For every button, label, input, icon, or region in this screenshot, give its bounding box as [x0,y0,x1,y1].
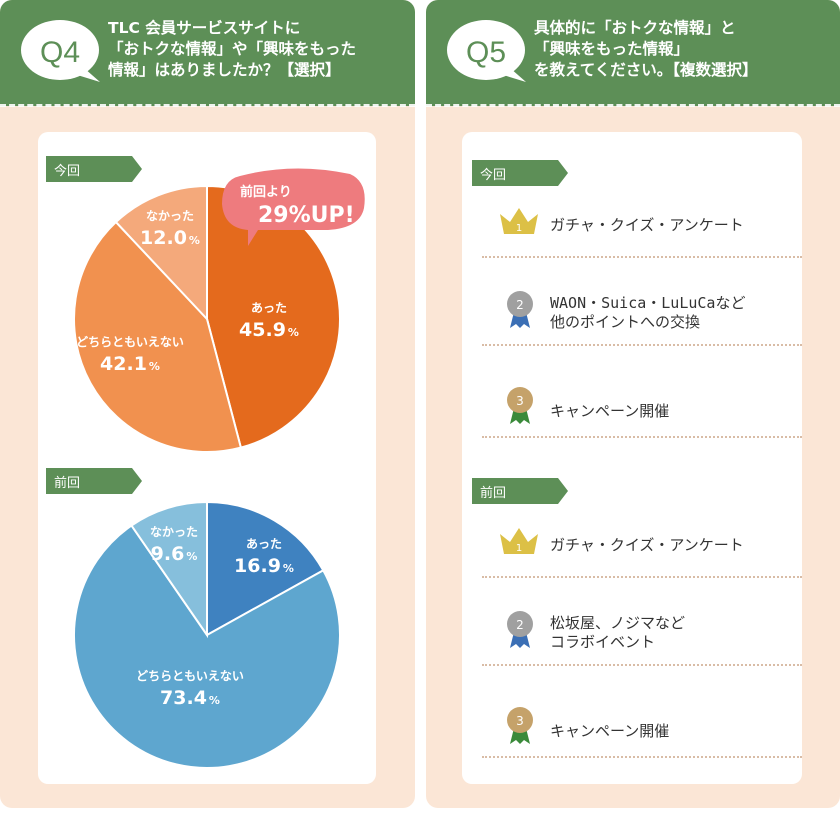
bronze-medal-icon: 3 [507,387,533,424]
previous-rank-2-label: 松坂屋、ノジマなど コラボイベント [550,614,686,651]
slice-value-label: 16.9% [234,555,294,577]
slice-category-label: どちらともいえない [76,335,184,349]
callout-line2: 29%UP! [258,203,355,228]
gold-crown-icon: 1 [500,208,538,234]
previous-rank-2: 2 松坂屋、ノジマなど コラボイベント [482,602,802,666]
svg-text:3: 3 [516,394,524,408]
slice-value-label: 9.6% [151,543,198,565]
slice-category-label: なかった [146,209,194,223]
slice-category-label: なかった [150,525,198,539]
pie-slice-2 [73,524,341,769]
previous-rank-3: 3 キャンペーン開催 [482,698,802,758]
pie-slice-3 [130,500,208,639]
slice-category-label: あった [246,537,282,551]
svg-text:3: 3 [516,714,524,728]
pie-slice-3 [114,184,208,322]
previous-tag: 前回 [46,468,142,494]
bronze-medal-icon: 3 [507,707,533,744]
svg-text:2: 2 [516,618,524,632]
slice-category-label: どちらともいえない [136,669,244,683]
current-rank-1-label: ガチャ・クイズ・アンケート [550,216,744,234]
slice-value-label: 73.4% [160,687,220,709]
increase-callout: 前回より 29%UP! [222,168,365,246]
divider [482,344,802,346]
slice-value-label: 42.1% [100,353,160,375]
q5-panel: Q5 具体的に「おトクな情報」と 「興味をもった情報」 を教えてください。【複数… [426,0,840,808]
silver-medal-icon: 2 [507,611,533,648]
slice-value-label: 12.0% [140,227,200,249]
divider [482,256,802,258]
header-divider [0,104,415,107]
svg-text:1: 1 [516,223,522,234]
previous-tag: 前回 [472,478,568,504]
silver-medal-icon: 2 [507,291,533,328]
q4-panel: Q4 TLC 会員サービスサイトに 「おトクな情報」や「興味をもった 情報」はあ… [0,0,415,808]
divider [482,756,802,758]
q4-card: 今回 前回 あった 45.9% どちらともいえない 42.1% なかった 12.0% あっ… [38,132,376,784]
slice-value-label: 45.9% [239,319,299,341]
current-tag: 今回 [46,156,142,182]
previous-pie-chart: あった 16.9 % どちらともいえない 73.4 % なかった 9.6% [73,500,341,769]
current-rank-2: 2 WAON・Suica・LuLuCaなど 他のポイントへの交換 [482,282,802,346]
svg-text:1: 1 [516,543,522,554]
divider [482,436,802,438]
q4-question: TLC 会員サービスサイトに 「おトクな情報」や「興味をもった 情報」はありまし… [108,19,357,79]
current-pie-chart: あった 45.9 % どちらともいえない 42.1 % なかった 12.0% [73,184,341,453]
q5-number: Q5 [466,36,506,69]
divider [482,576,802,578]
q4-speech-bubble: Q4 [21,20,100,82]
svg-text:2: 2 [516,298,524,312]
q5-header: Q5 具体的に「おトクな情報」と 「興味をもった情報」 を教えてください。【複数… [426,0,840,106]
current-rank-2-label: WAON・Suica・LuLuCaなど 他のポイントへの交換 [550,294,746,331]
gold-crown-icon: 1 [500,528,538,554]
q5-speech-bubble: Q5 [447,20,526,82]
slice-category-label: あった [251,301,287,315]
previous-rank-1-label: ガチャ・クイズ・アンケート [550,536,744,554]
header-divider [426,104,840,107]
pie-slice-2 [73,220,243,453]
current-tag: 今回 [472,160,568,186]
previous-rank-3-label: キャンペーン開催 [550,722,670,740]
q4-header: Q4 TLC 会員サービスサイトに 「おトクな情報」や「興味をもった 情報」はあ… [0,0,415,106]
current-rank-3: 3 キャンペーン開催 [482,378,802,438]
q5-card: 今回 前回 1 ガチャ・クイズ・アンケート 2 WAON・Suica・LuLuC… [462,132,802,784]
q5-question: 具体的に「おトクな情報」と 「興味をもった情報」 を教えてください。【複数選択】 [534,19,758,79]
pie-slice-1 [206,500,325,637]
current-rank-3-label: キャンペーン開催 [550,402,670,420]
divider [482,664,802,666]
q4-number: Q4 [40,36,80,69]
previous-rank-1: 1 ガチャ・クイズ・アンケート [482,518,802,578]
callout-line1: 前回より [240,184,292,200]
current-rank-1: 1 ガチャ・クイズ・アンケート [482,198,802,258]
